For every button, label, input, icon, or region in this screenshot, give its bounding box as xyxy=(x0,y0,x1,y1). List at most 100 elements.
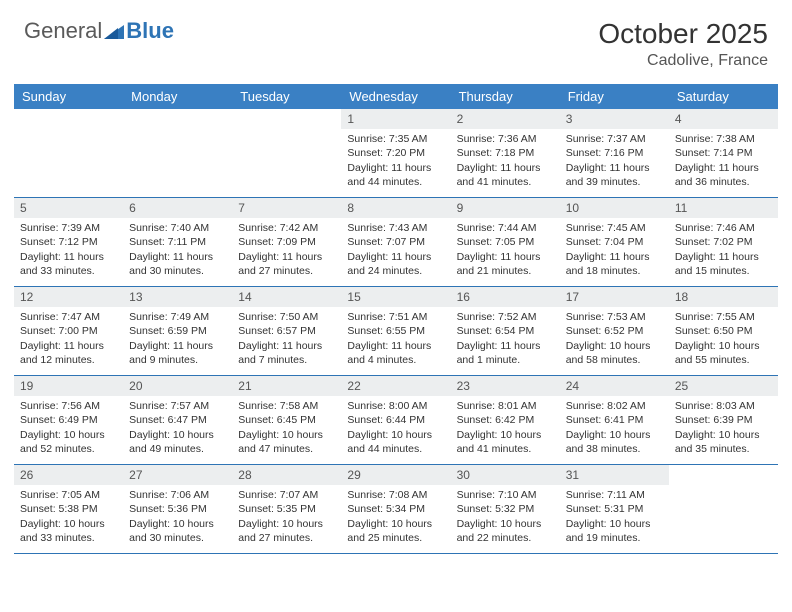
sunrise-line: Sunrise: 7:38 AM xyxy=(675,132,772,146)
daylight-line-2: and 27 minutes. xyxy=(238,531,335,545)
day-cell: 20Sunrise: 7:57 AMSunset: 6:47 PMDayligh… xyxy=(123,376,232,464)
day-number: 27 xyxy=(123,465,232,485)
sunset-line: Sunset: 6:41 PM xyxy=(566,413,663,427)
daylight-line-1: Daylight: 11 hours xyxy=(347,250,444,264)
week-row: 5Sunrise: 7:39 AMSunset: 7:12 PMDaylight… xyxy=(14,198,778,287)
day-number: 8 xyxy=(341,198,450,218)
sunset-line: Sunset: 5:38 PM xyxy=(20,502,117,516)
daylight-line-2: and 27 minutes. xyxy=(238,264,335,278)
day-cell: 27Sunrise: 7:06 AMSunset: 5:36 PMDayligh… xyxy=(123,465,232,553)
calendar: SundayMondayTuesdayWednesdayThursdayFrid… xyxy=(14,84,778,554)
day-number: 17 xyxy=(560,287,669,307)
week-row: 19Sunrise: 7:56 AMSunset: 6:49 PMDayligh… xyxy=(14,376,778,465)
sunrise-line: Sunrise: 7:55 AM xyxy=(675,310,772,324)
day-cell: 6Sunrise: 7:40 AMSunset: 7:11 PMDaylight… xyxy=(123,198,232,286)
logo-triangle-icon xyxy=(104,23,124,39)
day-number: 19 xyxy=(14,376,123,396)
day-number: 1 xyxy=(341,109,450,129)
sunset-line: Sunset: 6:55 PM xyxy=(347,324,444,338)
daylight-line-2: and 47 minutes. xyxy=(238,442,335,456)
sunset-line: Sunset: 7:11 PM xyxy=(129,235,226,249)
daylight-line-2: and 24 minutes. xyxy=(347,264,444,278)
day-number: 6 xyxy=(123,198,232,218)
daylight-line-1: Daylight: 11 hours xyxy=(238,250,335,264)
sunrise-line: Sunrise: 7:58 AM xyxy=(238,399,335,413)
day-number: 22 xyxy=(341,376,450,396)
sunset-line: Sunset: 6:57 PM xyxy=(238,324,335,338)
sunrise-line: Sunrise: 7:46 AM xyxy=(675,221,772,235)
daylight-line-2: and 30 minutes. xyxy=(129,264,226,278)
sunrise-line: Sunrise: 7:51 AM xyxy=(347,310,444,324)
day-number: 5 xyxy=(14,198,123,218)
daylight-line-2: and 41 minutes. xyxy=(457,442,554,456)
day-number: 2 xyxy=(451,109,560,129)
sunset-line: Sunset: 5:36 PM xyxy=(129,502,226,516)
sunset-line: Sunset: 5:32 PM xyxy=(457,502,554,516)
day-cell: 31Sunrise: 7:11 AMSunset: 5:31 PMDayligh… xyxy=(560,465,669,553)
daylight-line-1: Daylight: 11 hours xyxy=(566,250,663,264)
daylight-line-1: Daylight: 11 hours xyxy=(347,339,444,353)
daylight-line-2: and 38 minutes. xyxy=(566,442,663,456)
day-cell: 4Sunrise: 7:38 AMSunset: 7:14 PMDaylight… xyxy=(669,109,778,197)
day-cell: 10Sunrise: 7:45 AMSunset: 7:04 PMDayligh… xyxy=(560,198,669,286)
daylight-line-1: Daylight: 10 hours xyxy=(20,428,117,442)
day-cell: 12Sunrise: 7:47 AMSunset: 7:00 PMDayligh… xyxy=(14,287,123,375)
day-cell: 1Sunrise: 7:35 AMSunset: 7:20 PMDaylight… xyxy=(341,109,450,197)
day-header-cell: Friday xyxy=(560,84,669,109)
sunrise-line: Sunrise: 7:11 AM xyxy=(566,488,663,502)
daylight-line-2: and 55 minutes. xyxy=(675,353,772,367)
sunset-line: Sunset: 7:00 PM xyxy=(20,324,117,338)
sunrise-line: Sunrise: 7:06 AM xyxy=(129,488,226,502)
day-number: 18 xyxy=(669,287,778,307)
day-cell: . xyxy=(232,109,341,197)
sunrise-line: Sunrise: 7:37 AM xyxy=(566,132,663,146)
daylight-line-1: Daylight: 10 hours xyxy=(566,339,663,353)
day-number: 16 xyxy=(451,287,560,307)
sunrise-line: Sunrise: 7:10 AM xyxy=(457,488,554,502)
week-row: ...1Sunrise: 7:35 AMSunset: 7:20 PMDayli… xyxy=(14,109,778,198)
daylight-line-2: and 1 minute. xyxy=(457,353,554,367)
daylight-line-2: and 44 minutes. xyxy=(347,442,444,456)
daylight-line-1: Daylight: 11 hours xyxy=(20,250,117,264)
daylight-line-2: and 18 minutes. xyxy=(566,264,663,278)
daylight-line-1: Daylight: 10 hours xyxy=(566,517,663,531)
day-cell: 30Sunrise: 7:10 AMSunset: 5:32 PMDayligh… xyxy=(451,465,560,553)
daylight-line-1: Daylight: 11 hours xyxy=(675,250,772,264)
sunset-line: Sunset: 6:54 PM xyxy=(457,324,554,338)
daylight-line-2: and 41 minutes. xyxy=(457,175,554,189)
logo-text-blue: Blue xyxy=(126,18,174,44)
daylight-line-2: and 30 minutes. xyxy=(129,531,226,545)
sunrise-line: Sunrise: 7:49 AM xyxy=(129,310,226,324)
daylight-line-1: Daylight: 11 hours xyxy=(238,339,335,353)
sunrise-line: Sunrise: 7:08 AM xyxy=(347,488,444,502)
daylight-line-2: and 44 minutes. xyxy=(347,175,444,189)
day-number: 25 xyxy=(669,376,778,396)
logo: General Blue xyxy=(24,18,174,44)
day-cell: 9Sunrise: 7:44 AMSunset: 7:05 PMDaylight… xyxy=(451,198,560,286)
sunset-line: Sunset: 6:59 PM xyxy=(129,324,226,338)
sunset-line: Sunset: 6:39 PM xyxy=(675,413,772,427)
daylight-line-1: Daylight: 11 hours xyxy=(457,339,554,353)
sunrise-line: Sunrise: 7:36 AM xyxy=(457,132,554,146)
daylight-line-2: and 52 minutes. xyxy=(20,442,117,456)
daylight-line-2: and 4 minutes. xyxy=(347,353,444,367)
day-cell: 3Sunrise: 7:37 AMSunset: 7:16 PMDaylight… xyxy=(560,109,669,197)
day-cell: 29Sunrise: 7:08 AMSunset: 5:34 PMDayligh… xyxy=(341,465,450,553)
location: Cadolive, France xyxy=(598,52,768,70)
logo-text-general: General xyxy=(24,18,102,44)
day-header-cell: Thursday xyxy=(451,84,560,109)
sunrise-line: Sunrise: 7:40 AM xyxy=(129,221,226,235)
sunset-line: Sunset: 7:05 PM xyxy=(457,235,554,249)
sunset-line: Sunset: 7:12 PM xyxy=(20,235,117,249)
daylight-line-2: and 15 minutes. xyxy=(675,264,772,278)
daylight-line-1: Daylight: 11 hours xyxy=(457,250,554,264)
daylight-line-2: and 33 minutes. xyxy=(20,531,117,545)
day-cell: 15Sunrise: 7:51 AMSunset: 6:55 PMDayligh… xyxy=(341,287,450,375)
day-number: 4 xyxy=(669,109,778,129)
sunset-line: Sunset: 5:34 PM xyxy=(347,502,444,516)
day-number: 10 xyxy=(560,198,669,218)
sunset-line: Sunset: 7:14 PM xyxy=(675,146,772,160)
sunset-line: Sunset: 6:50 PM xyxy=(675,324,772,338)
day-number: 7 xyxy=(232,198,341,218)
sunrise-line: Sunrise: 7:44 AM xyxy=(457,221,554,235)
